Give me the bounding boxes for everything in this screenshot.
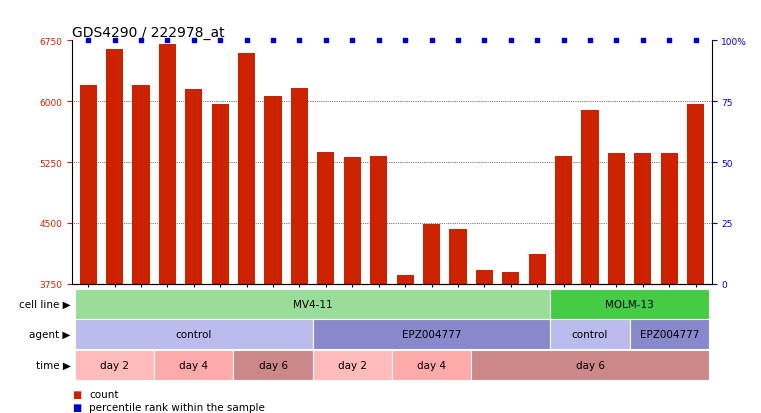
Point [531,38,543,45]
Point [320,38,332,45]
Text: MOLM-13: MOLM-13 [605,299,654,309]
Bar [392,350,471,380]
Point [188,38,200,45]
Bar [423,224,440,284]
Bar [581,111,599,284]
Bar [344,158,361,284]
Bar [550,320,629,349]
Bar [634,154,651,284]
Text: day 6: day 6 [259,360,288,370]
Bar [80,86,97,284]
Point [663,38,675,45]
Bar [132,86,150,284]
Bar [629,320,709,349]
Bar [555,157,572,284]
Text: MV4-11: MV4-11 [293,299,333,309]
Bar [75,289,550,319]
Text: control: control [176,330,212,339]
Point [505,38,517,45]
Text: day 2: day 2 [100,360,129,370]
Point [267,38,279,45]
Point [82,38,94,45]
Point [161,38,174,45]
Point [294,38,306,45]
Text: agent ▶: agent ▶ [30,330,71,339]
Bar [234,350,313,380]
Bar [317,152,335,284]
Text: percentile rank within the sample: percentile rank within the sample [89,402,265,412]
Bar [106,50,123,284]
Bar [159,45,176,284]
Point [240,38,253,45]
Point [373,38,385,45]
Point [689,38,702,45]
Bar [313,350,392,380]
Bar [154,350,234,380]
Bar [550,289,709,319]
Text: day 4: day 4 [180,360,209,370]
Bar [313,320,550,349]
Bar [212,104,229,284]
Point [109,38,121,45]
Text: day 4: day 4 [417,360,446,370]
Text: day 2: day 2 [338,360,367,370]
Bar [661,154,678,284]
Text: ■: ■ [72,402,81,412]
Point [637,38,649,45]
Point [584,38,596,45]
Bar [471,350,709,380]
Point [558,38,570,45]
Bar [396,275,414,284]
Bar [75,350,154,380]
Bar [291,89,308,284]
Bar [265,97,282,284]
Point [452,38,464,45]
Point [214,38,226,45]
Bar [75,320,313,349]
Point [478,38,490,45]
Bar [476,271,493,284]
Text: control: control [572,330,608,339]
Text: GDS4290 / 222978_at: GDS4290 / 222978_at [72,26,225,40]
Text: time ▶: time ▶ [36,360,71,370]
Bar [185,90,202,284]
Bar [502,273,519,284]
Text: EPZ004777: EPZ004777 [402,330,461,339]
Bar [529,254,546,284]
Text: day 6: day 6 [575,360,604,370]
Point [346,38,358,45]
Text: cell line ▶: cell line ▶ [19,299,71,309]
Bar [449,229,466,284]
Text: count: count [89,389,119,399]
Bar [370,157,387,284]
Bar [608,154,625,284]
Point [425,38,438,45]
Bar [238,54,255,284]
Bar [687,104,704,284]
Point [399,38,411,45]
Text: ■: ■ [72,389,81,399]
Text: EPZ004777: EPZ004777 [639,330,699,339]
Point [610,38,622,45]
Point [135,38,147,45]
